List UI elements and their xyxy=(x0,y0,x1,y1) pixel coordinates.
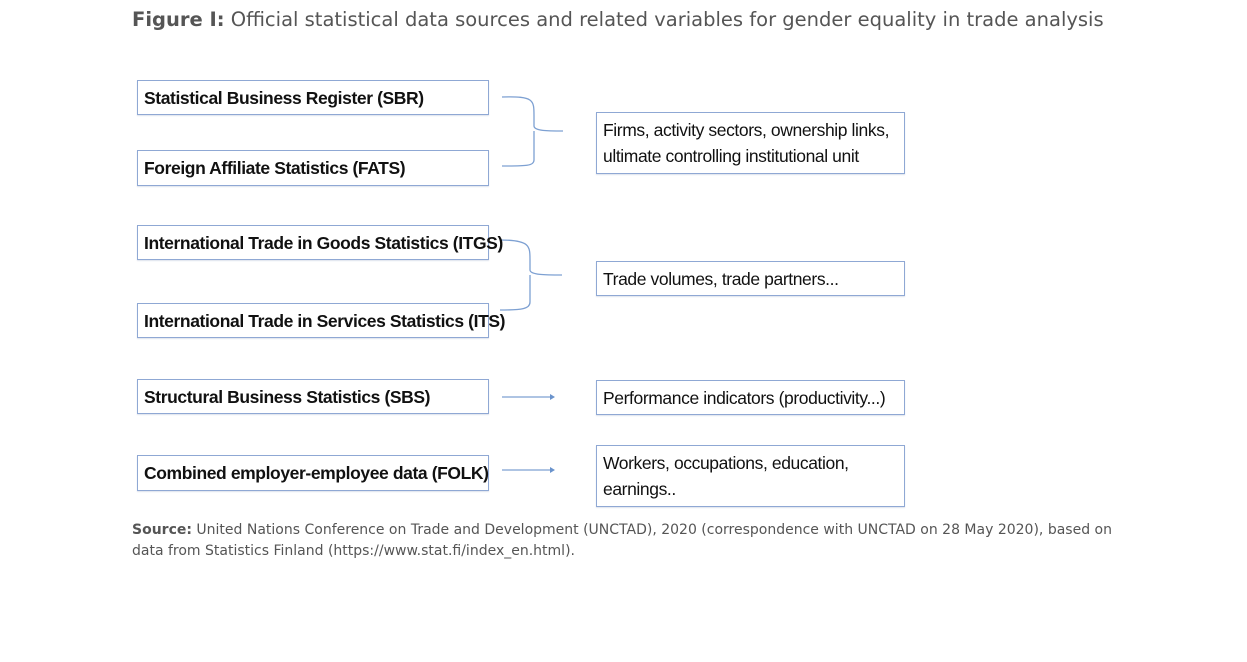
variable-box-trade: Trade volumes, trade partners... xyxy=(596,261,905,296)
source-box-its: International Trade in Services Statisti… xyxy=(137,303,505,338)
figure-label: Figure I: xyxy=(132,8,225,31)
source-text: United Nations Conference on Trade and D… xyxy=(132,522,1112,559)
brace-itgs-its xyxy=(499,239,563,311)
brace-sbr-fats xyxy=(501,96,564,167)
source-label: Source: xyxy=(132,522,192,538)
arrow-sbs-head xyxy=(550,394,555,400)
variable-box-workers: Workers, occupations, education, earning… xyxy=(596,445,905,507)
source-box-folk: Combined employer-employee data (FOLK) xyxy=(137,455,489,491)
figure-title: Figure I: Official statistical data sour… xyxy=(132,6,1104,34)
variable-box-firms: Firms, activity sectors, ownership links… xyxy=(596,112,905,174)
source-box-sbs: Structural Business Statistics (SBS) xyxy=(137,379,489,414)
source-box-fats: Foreign Affiliate Statistics (FATS) xyxy=(137,150,489,186)
source-box-sbr: Statistical Business Register (SBR) xyxy=(137,80,489,115)
figure-title-text: Official statistical data sources and re… xyxy=(230,8,1104,31)
source-note: Source: United Nations Conference on Tra… xyxy=(132,520,1132,562)
arrow-folk-head xyxy=(550,467,555,473)
variable-box-performance: Performance indicators (productivity...) xyxy=(596,380,905,415)
source-box-itgs: International Trade in Goods Statistics … xyxy=(137,225,503,260)
